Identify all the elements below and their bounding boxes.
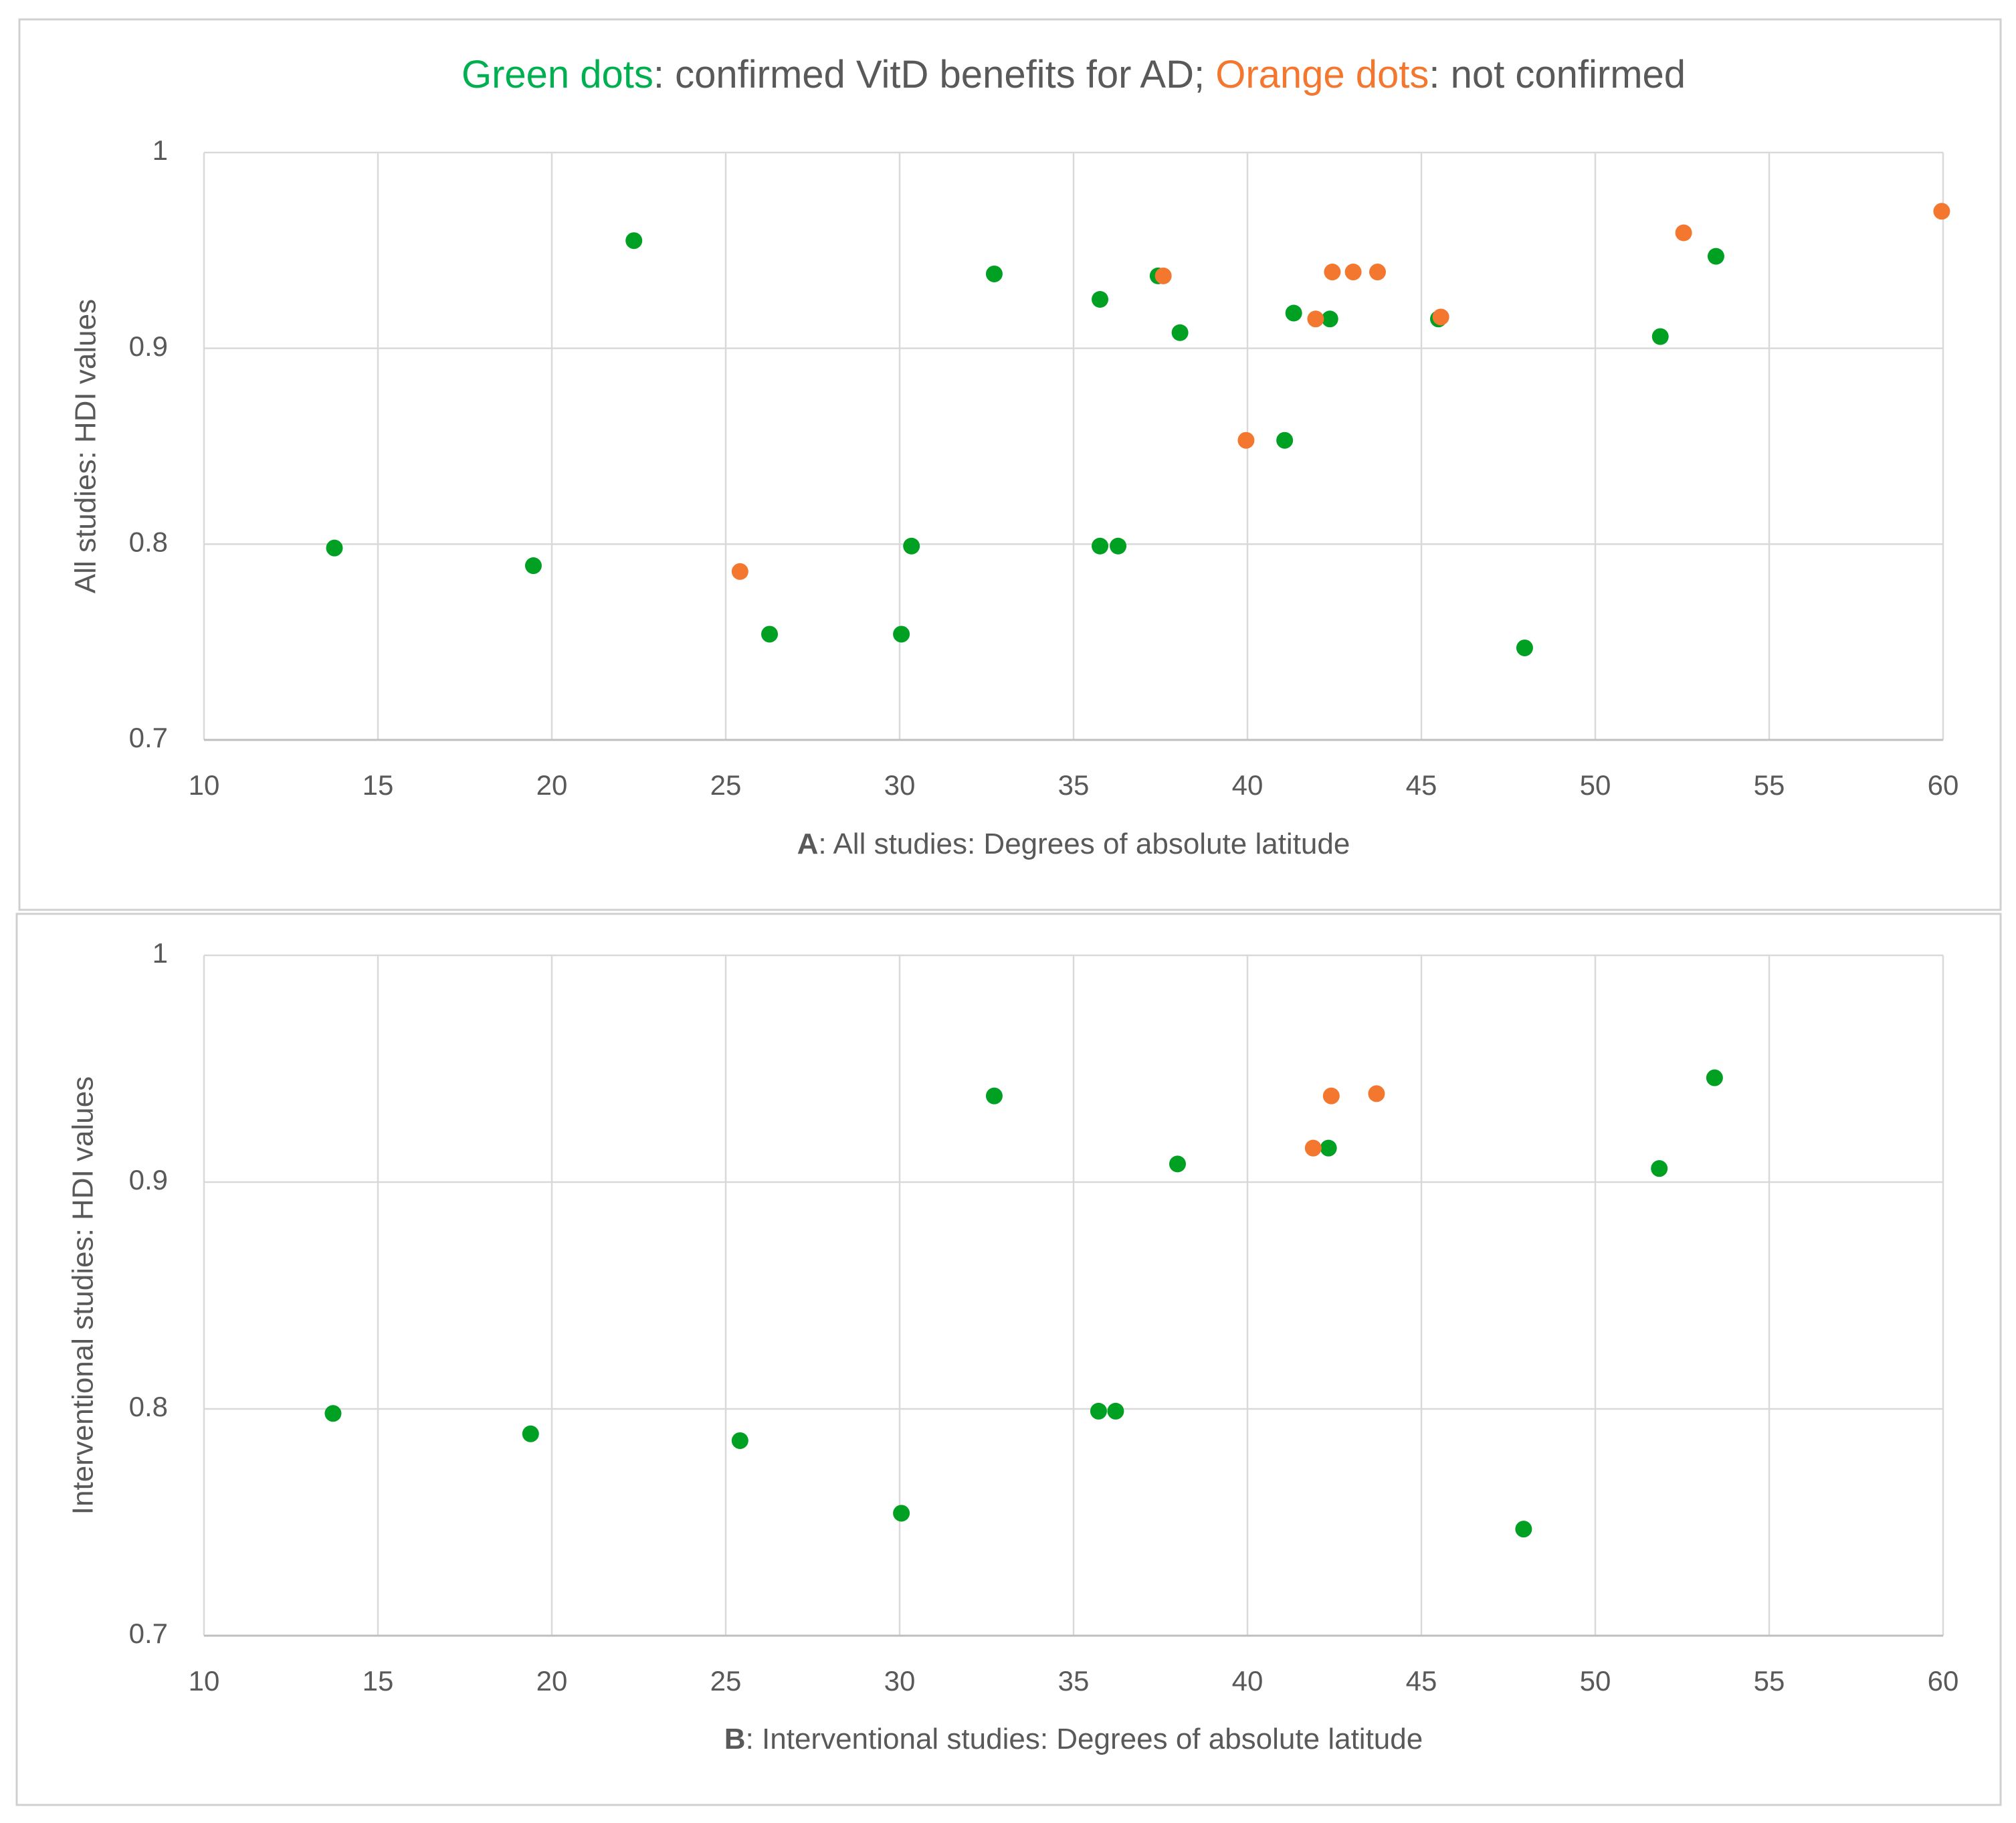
y-axis-label: Interventional studies: HDI values xyxy=(67,1076,100,1515)
x-tick-label: 35 xyxy=(1058,769,1090,801)
point xyxy=(1321,310,1338,328)
point xyxy=(1516,639,1533,656)
y-tick-label: 0.7 xyxy=(129,1618,168,1649)
x-tick-label: 30 xyxy=(884,1665,916,1697)
point xyxy=(1110,537,1127,555)
x-axis-label: A: All studies: Degrees of absolute lati… xyxy=(797,828,1350,860)
x-tick-label: 55 xyxy=(1754,1665,1785,1697)
point xyxy=(1320,1139,1337,1157)
y-tick-label: 1 xyxy=(153,134,168,166)
point xyxy=(1369,264,1386,281)
point xyxy=(1324,264,1341,281)
point xyxy=(1933,203,1950,220)
point xyxy=(324,1405,342,1422)
x-tick-label: 55 xyxy=(1754,769,1785,801)
y-axis-label: All studies: HDI values xyxy=(70,299,102,593)
point xyxy=(893,626,910,643)
title-part: Orange dots xyxy=(1215,53,1429,96)
x-tick-label: 15 xyxy=(363,1665,394,1697)
panel-a-frame xyxy=(18,18,2002,911)
point xyxy=(522,1425,539,1442)
y-tick-label: 1 xyxy=(153,937,168,969)
y-tick-label: 0.9 xyxy=(129,330,168,362)
point xyxy=(1432,308,1449,326)
point xyxy=(1285,304,1302,322)
title-part: Green dots xyxy=(462,53,653,96)
x-tick-label: 40 xyxy=(1232,769,1264,801)
point xyxy=(731,1432,748,1449)
point xyxy=(1092,291,1109,308)
x-axis-label: B: Interventional studies: Degrees of ab… xyxy=(724,1723,1423,1755)
y-tick-label: 0.9 xyxy=(129,1164,168,1195)
point xyxy=(625,232,643,250)
chart-title: Green dots: confirmed VitD benefits for … xyxy=(462,53,1686,96)
point xyxy=(1707,248,1724,265)
point xyxy=(1154,267,1172,284)
x-tick-label: 35 xyxy=(1058,1665,1090,1697)
x-tick-label: 45 xyxy=(1406,1665,1437,1697)
point xyxy=(1107,1402,1124,1420)
x-axis-label-part: : All studies: Degrees of absolute latit… xyxy=(818,828,1350,860)
x-tick-label: 15 xyxy=(363,769,394,801)
point xyxy=(1651,1160,1668,1177)
x-tick-label: 25 xyxy=(710,1665,742,1697)
point xyxy=(1090,1402,1107,1420)
title-part: : confirmed VitD benefits for AD; xyxy=(653,53,1215,96)
title-part: : not confirmed xyxy=(1429,53,1686,96)
point xyxy=(1322,1087,1340,1105)
point xyxy=(893,1505,910,1522)
point xyxy=(1237,431,1255,449)
x-tick-label: 50 xyxy=(1580,769,1611,801)
point xyxy=(1675,224,1692,242)
point xyxy=(326,539,343,557)
point xyxy=(903,537,920,555)
x-tick-label: 10 xyxy=(189,769,220,801)
panel-b-frame xyxy=(15,913,2002,1806)
x-tick-label: 20 xyxy=(536,769,568,801)
x-tick-label: 45 xyxy=(1406,769,1437,801)
y-tick-label: 0.7 xyxy=(129,722,168,753)
x-tick-label: 60 xyxy=(1928,1665,1959,1697)
x-tick-label: 25 xyxy=(710,769,742,801)
point xyxy=(1368,1085,1385,1102)
point xyxy=(1171,324,1189,341)
x-tick-label: 60 xyxy=(1928,769,1959,801)
y-tick-label: 0.8 xyxy=(129,526,168,557)
point xyxy=(1307,310,1324,328)
x-axis-label-part: A xyxy=(797,828,819,860)
point xyxy=(761,626,779,643)
point xyxy=(1304,1139,1322,1157)
x-tick-label: 20 xyxy=(536,1665,568,1697)
x-axis-label-part: B xyxy=(724,1723,746,1755)
x-tick-label: 40 xyxy=(1232,1665,1264,1697)
point xyxy=(524,557,542,575)
point xyxy=(1276,431,1294,449)
point xyxy=(1515,1521,1532,1538)
point xyxy=(1344,264,1362,281)
x-tick-label: 30 xyxy=(884,769,916,801)
y-tick-label: 0.8 xyxy=(129,1391,168,1422)
point xyxy=(1706,1069,1723,1086)
point xyxy=(985,265,1003,282)
point xyxy=(1092,537,1109,555)
x-tick-label: 10 xyxy=(189,1665,220,1697)
point xyxy=(985,1087,1003,1105)
point xyxy=(731,563,748,580)
point xyxy=(1169,1155,1186,1173)
point xyxy=(1651,328,1669,345)
x-axis-label-part: : Interventional studies: Degrees of abs… xyxy=(746,1723,1423,1755)
x-tick-label: 50 xyxy=(1580,1665,1611,1697)
